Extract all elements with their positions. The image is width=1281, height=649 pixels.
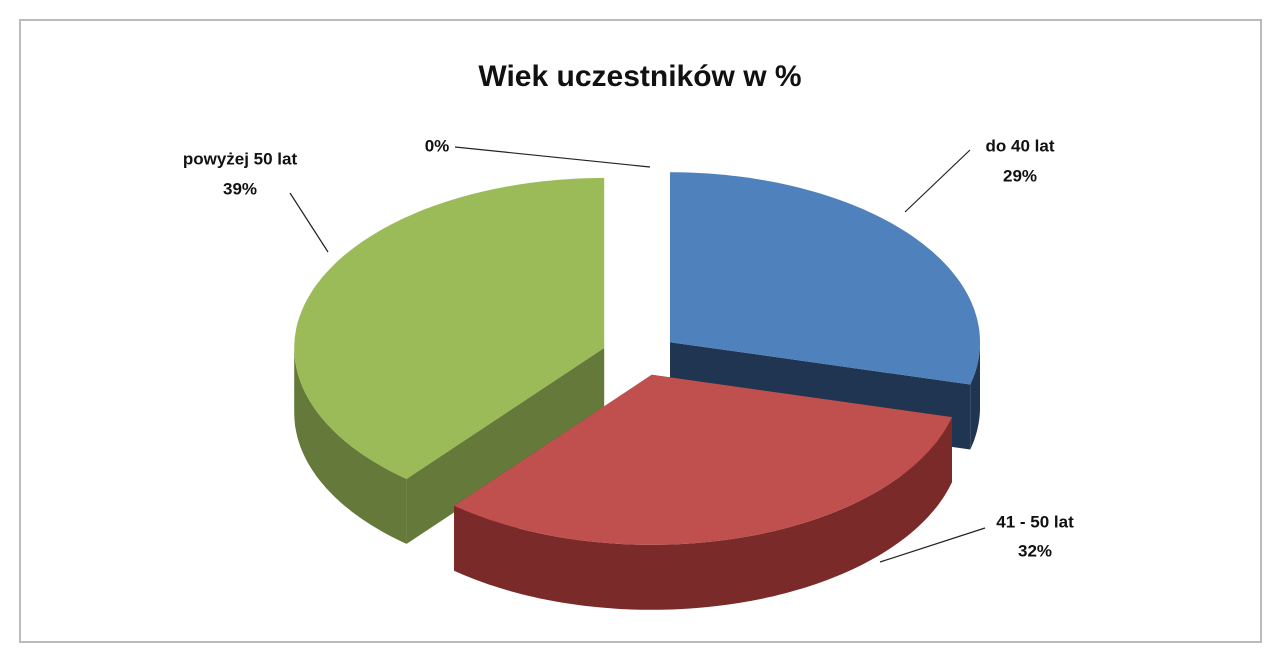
slice-outer-wall: [454, 417, 952, 610]
pie: [294, 172, 980, 610]
value-label: 29%: [1003, 166, 1037, 185]
value-label: 39%: [223, 179, 257, 198]
leader-line: [904, 149, 971, 213]
slice-outer-wall: [970, 342, 980, 450]
slice-cut-face: [406, 347, 605, 544]
slice-top: [670, 172, 980, 385]
value-label: 32%: [1018, 541, 1052, 560]
chart-title: Wiek uczestników w %: [478, 60, 801, 93]
slice-top: [454, 374, 952, 545]
leader-line: [454, 146, 651, 168]
slice: [294, 177, 605, 544]
category-label: 41 - 50 lat: [996, 512, 1074, 531]
slice-top: [294, 177, 605, 479]
category-label: powyżej 50 lat: [183, 149, 298, 168]
labels: do 40 lat 29% 41 - 50 lat 32% powyżej 50 lat…: [183, 136, 1074, 563]
value-label: 0%: [425, 136, 450, 155]
slice: [454, 374, 952, 610]
category-label: do 40 lat: [986, 136, 1055, 155]
slice-outer-wall: [294, 347, 407, 544]
leader-line: [289, 192, 329, 253]
leader-line: [879, 527, 986, 563]
